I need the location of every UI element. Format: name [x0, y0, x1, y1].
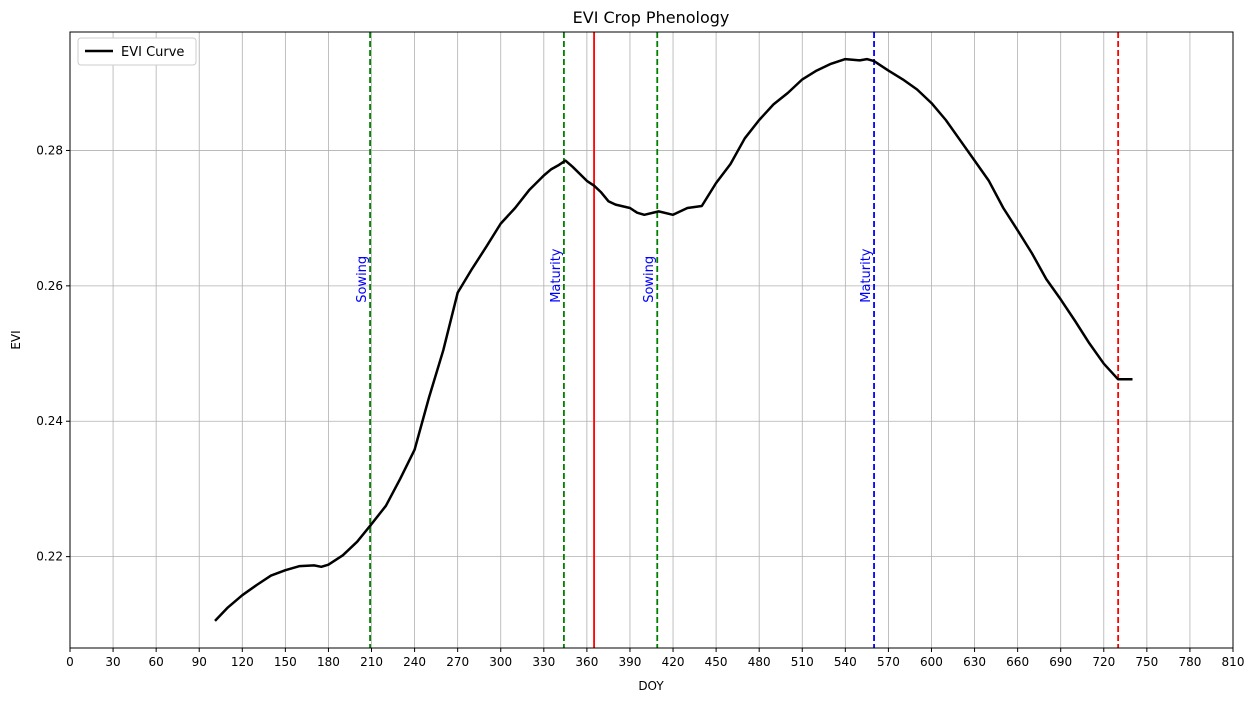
- evi-curve-line: [214, 57, 1133, 622]
- chart-title: EVI Crop Phenology: [573, 8, 730, 27]
- x-tick-label: 570: [877, 655, 900, 669]
- x-tick-label: 810: [1222, 655, 1245, 669]
- x-tick-label: 630: [963, 655, 986, 669]
- x-tick-label: 60: [149, 655, 164, 669]
- series-lines: [214, 57, 1133, 622]
- x-tick-label: 330: [532, 655, 555, 669]
- legend: EVI Curve: [77, 37, 197, 66]
- x-tick-label: 90: [192, 655, 207, 669]
- x-tick-label: 390: [619, 655, 642, 669]
- x-tick-label: 300: [489, 655, 512, 669]
- phenology-annotation: Maturity: [859, 248, 874, 303]
- phenology-annotation: Sowing: [642, 256, 657, 303]
- x-tick-label: 480: [748, 655, 771, 669]
- x-tick-label: 420: [662, 655, 685, 669]
- x-tick-label: 210: [360, 655, 383, 669]
- x-tick-label: 600: [920, 655, 943, 669]
- x-tick-label: 30: [105, 655, 120, 669]
- plot-frame: [69, 31, 1234, 649]
- x-tick-label: 720: [1092, 655, 1115, 669]
- phenology-annotation: Maturity: [549, 248, 564, 303]
- x-tick-label: 360: [575, 655, 598, 669]
- x-tick-label: 240: [403, 655, 426, 669]
- x-tick-label: 150: [274, 655, 297, 669]
- y-axis-label: EVI: [9, 330, 23, 349]
- x-tick-label: 690: [1049, 655, 1072, 669]
- ticks: 0 30 60 90 120 150 180 210 240 270 300 330 360 390 420…: [36, 143, 1244, 669]
- x-tick-label: 450: [705, 655, 728, 669]
- x-axis-label: DOY: [638, 679, 664, 693]
- x-tick-label: 510: [791, 655, 814, 669]
- y-tick-label: 0.28: [36, 143, 63, 157]
- vertical-lines: Sowing Maturity Sowing Maturity: [355, 32, 1120, 648]
- y-tick-label: 0.22: [36, 550, 63, 564]
- x-tick-label: 540: [834, 655, 857, 669]
- x-tick-label: 270: [446, 655, 469, 669]
- legend-box: [77, 37, 197, 66]
- y-tick-label: 0.24: [36, 414, 63, 428]
- x-tick-label: 180: [317, 655, 340, 669]
- x-tick-label: 660: [1006, 655, 1029, 669]
- grid: [69, 32, 1234, 648]
- x-tick-label: 780: [1178, 655, 1201, 669]
- x-tick-label: 120: [231, 655, 254, 669]
- x-tick-label: 0: [66, 655, 74, 669]
- legend-entry: EVI Curve: [121, 45, 184, 60]
- y-tick-label: 0.26: [36, 279, 63, 293]
- x-tick-label: 750: [1135, 655, 1158, 669]
- phenology-annotation: Sowing: [355, 256, 370, 303]
